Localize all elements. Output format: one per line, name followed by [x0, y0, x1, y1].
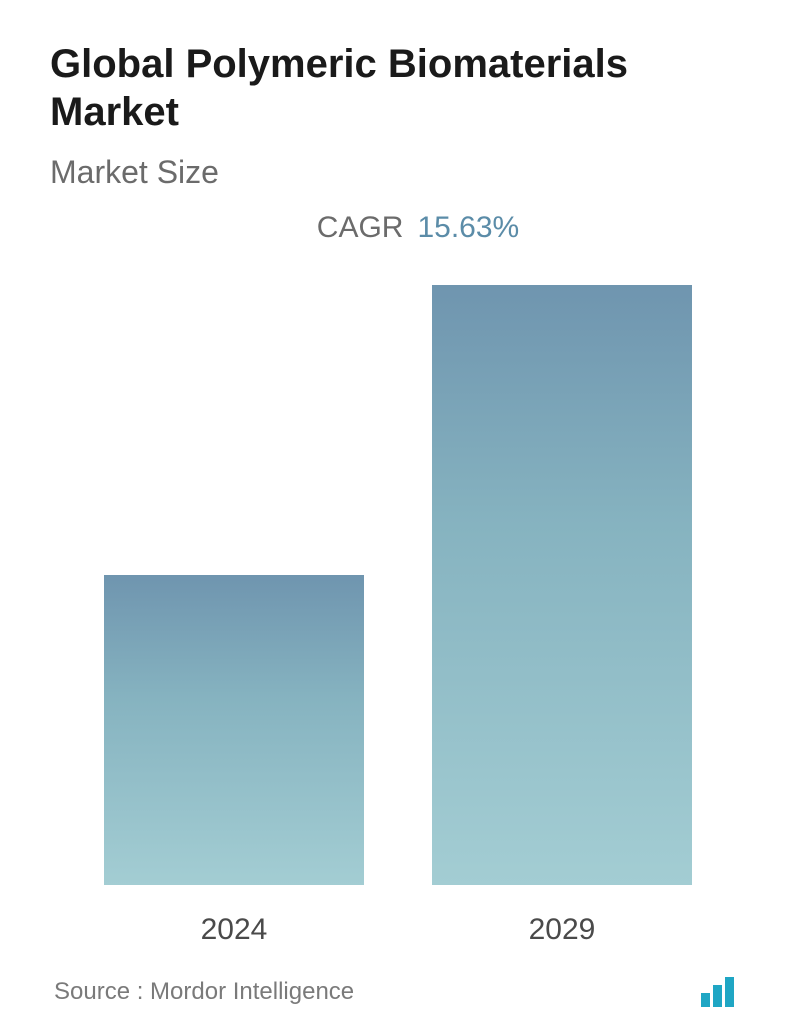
logo-bars-icon	[701, 977, 734, 1007]
cagr-value: 15.63%	[417, 211, 519, 244]
source-text: Source : Mordor Intelligence	[54, 978, 354, 1006]
cagr-row: CAGR 15.63%	[50, 211, 746, 245]
cagr-label: CAGR	[317, 211, 404, 244]
bar-group-1: 2029	[432, 285, 692, 947]
bar-0	[104, 575, 364, 885]
chart-subtitle: Market Size	[50, 154, 746, 191]
bar-label-1: 2029	[529, 913, 596, 947]
footer: Source : Mordor Intelligence	[50, 977, 746, 1007]
bar-label-0: 2024	[201, 913, 268, 947]
bar-group-0: 2024	[104, 575, 364, 947]
chart-area: 2024 2029	[50, 255, 746, 947]
chart-container: Global Polymeric Biomaterials Market Mar…	[0, 0, 796, 1034]
mordor-logo	[701, 977, 742, 1007]
chart-title: Global Polymeric Biomaterials Market	[50, 40, 746, 136]
bar-1	[432, 285, 692, 885]
